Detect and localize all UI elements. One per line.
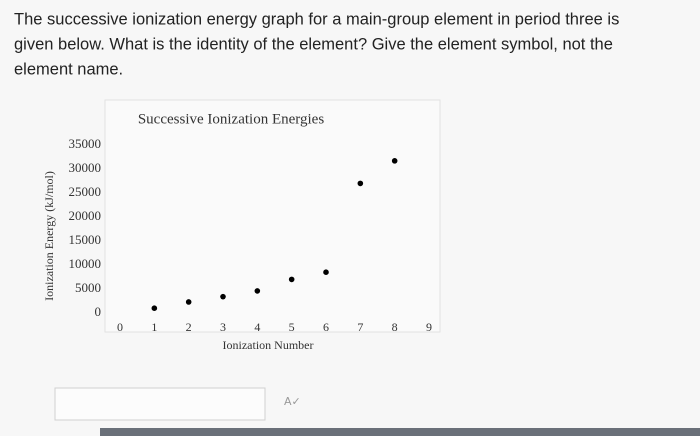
- x-axis-label: Ionization Number: [223, 338, 314, 352]
- point: [391, 158, 398, 164]
- y-tick-label: 30000: [69, 160, 102, 175]
- x-tick-label: 3: [220, 320, 226, 334]
- y-tick-label: 15000: [69, 232, 102, 247]
- point: [151, 305, 158, 312]
- x-tick-label: 7: [357, 320, 363, 334]
- y-tick-label: 35000: [69, 136, 102, 151]
- chart-title: Successive Ionization Energies: [138, 111, 324, 127]
- point: [254, 288, 261, 294]
- y-tick-label: 20000: [69, 208, 102, 223]
- x-tick-label: 9: [426, 320, 432, 334]
- question-line: The successive ionization energy graph f…: [14, 10, 619, 28]
- point: [220, 293, 226, 300]
- x-tick-label: 5: [289, 320, 295, 334]
- x-tick-label: 6: [323, 320, 329, 334]
- answer-input[interactable]: [54, 387, 266, 421]
- x-tick-label: 4: [254, 320, 260, 334]
- question-line: element name.: [14, 60, 123, 78]
- y-tick-label: 5000: [75, 280, 101, 295]
- x-tick-label: 2: [186, 320, 192, 334]
- y-tick-label: 0: [95, 304, 102, 319]
- point: [357, 180, 364, 187]
- y-axis-label: Ionization Energy (kJ/mol): [42, 171, 56, 301]
- x-tick-label: 0: [117, 320, 123, 334]
- bottom-bar: [100, 428, 700, 436]
- y-tick-label: 25000: [69, 184, 102, 199]
- point: [323, 269, 329, 276]
- spellcheck-icon[interactable]: A✓: [284, 395, 301, 408]
- point: [185, 299, 192, 305]
- question-line: given below. What is the identity of the…: [14, 35, 613, 53]
- chart-frame: [104, 99, 441, 333]
- x-tick-label: 8: [392, 320, 398, 334]
- y-tick-label: 10000: [69, 256, 102, 271]
- x-tick-label: 1: [151, 320, 157, 334]
- point: [288, 276, 295, 283]
